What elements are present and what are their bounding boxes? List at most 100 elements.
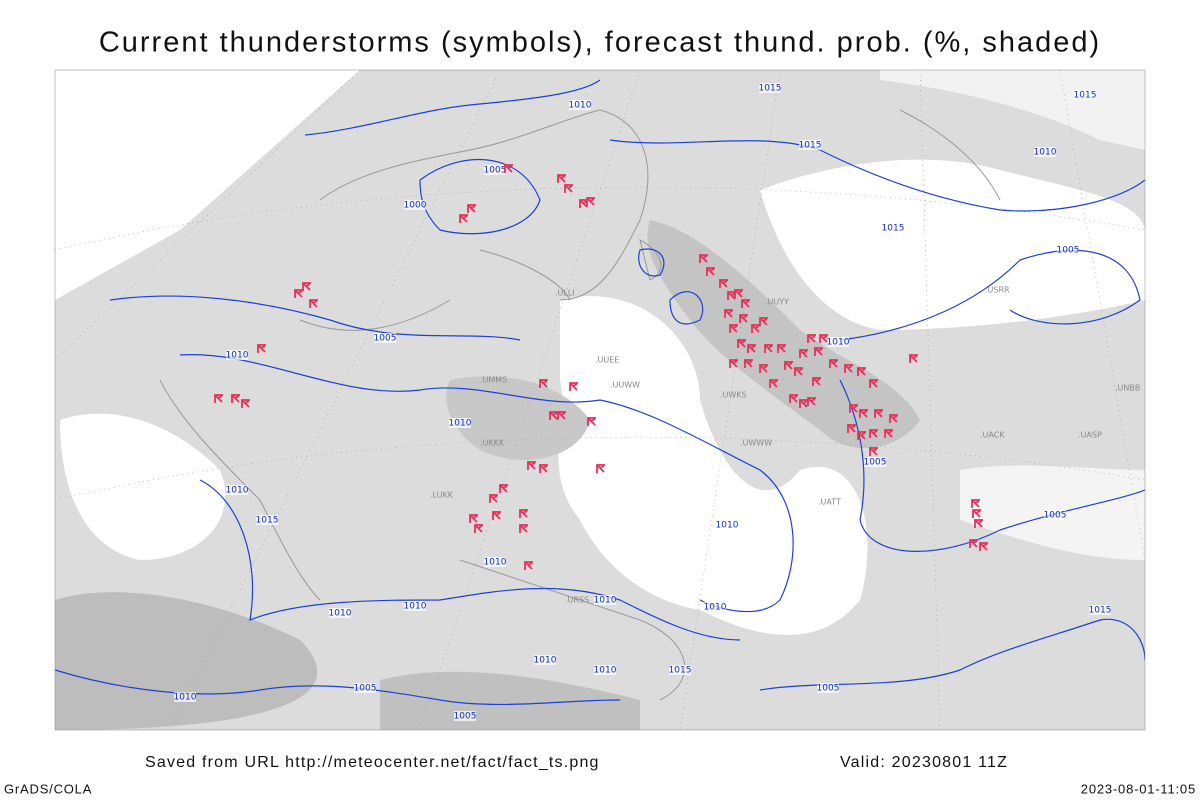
isobar-label-bg <box>882 223 904 233</box>
thunderstorm-symbol <box>489 494 498 503</box>
station-label: .UUYY <box>765 298 789 307</box>
isobar-label-bg <box>226 350 248 360</box>
thunderstorm-symbol <box>729 324 738 333</box>
graticule <box>55 70 1145 730</box>
isobar-label-bg <box>484 165 506 175</box>
station-label: .URSS <box>565 596 589 605</box>
thunderstorm-symbol <box>719 279 728 288</box>
isobar-label-bg <box>1057 245 1079 255</box>
isobar-label-bg <box>454 711 476 721</box>
thunderstorm-symbol <box>492 511 501 520</box>
thunderstorm-symbol <box>467 204 476 213</box>
isobar-label-bg <box>174 692 196 702</box>
thunderstorm-symbol <box>829 359 838 368</box>
station-label: .UUWW <box>610 381 640 390</box>
isobars <box>55 79 1145 706</box>
thunderstorm-symbol <box>812 377 821 386</box>
isobar-label: 1010 <box>329 609 352 619</box>
isobar-label-bg <box>404 200 426 210</box>
coastline <box>639 109 1001 281</box>
isobar-label-bg <box>1074 90 1096 100</box>
isobar <box>304 79 601 136</box>
thunderstorm-symbol <box>734 289 743 298</box>
isobar-label: 1005 <box>817 684 840 694</box>
isobar-label: 1015 <box>759 84 782 94</box>
isobar-label-bg <box>1034 147 1056 157</box>
station-label: .UACK <box>980 431 1005 440</box>
isobar-label: 1010 <box>827 338 850 348</box>
thunderstorm-symbol <box>759 317 768 326</box>
thunderstorm-symbol <box>759 364 768 373</box>
thunderstorm-symbol <box>972 509 981 518</box>
isobar-label: 1010 <box>174 693 197 703</box>
thunderstorm-symbol <box>706 267 715 276</box>
thunderstorm-symbol <box>557 174 566 183</box>
isobar-label: 1005 <box>374 334 397 344</box>
thunderstorm-symbol <box>784 361 793 370</box>
high-probability-area <box>55 592 318 730</box>
thunderstorm-symbol <box>214 394 223 403</box>
thunderstorm-symbol <box>859 409 868 418</box>
low-probability-area <box>760 159 1145 330</box>
thunderstorm-symbol <box>557 411 566 420</box>
isobar-labels: 1010 1015 1015 1005 1000 1015 1010 1015 1005 1010… <box>174 83 1111 722</box>
graticule-line <box>55 70 1145 730</box>
thunderstorm-symbol <box>869 429 878 438</box>
isobar-label: 1010 <box>534 656 557 666</box>
station-label: .UKKK <box>480 439 505 448</box>
thunderstorm-symbol <box>814 347 823 356</box>
isobar-label-bg <box>1089 605 1111 615</box>
station-label: .UNBB <box>1115 384 1140 393</box>
isobar-label-bg <box>569 100 591 110</box>
station-label: .UASP <box>1078 431 1102 440</box>
isobar <box>179 354 794 613</box>
isobar <box>759 618 1145 691</box>
isobar-label: 1005 <box>354 684 377 694</box>
isobar-label-bg <box>374 333 396 343</box>
isobar-label-bg <box>449 418 471 428</box>
isobar-label-bg <box>594 595 616 605</box>
isobar-label: 1015 <box>799 141 822 151</box>
thunderstorm-symbol <box>309 299 318 308</box>
station-label: .USRR <box>985 286 1010 295</box>
isobar-label-bg <box>864 457 886 467</box>
isobar-label-bg <box>799 140 821 150</box>
thunderstorm-symbol <box>302 282 311 291</box>
isobar <box>638 248 704 325</box>
source-url: Saved from URL http://meteocenter.net/fa… <box>145 754 600 771</box>
thunderstorm-symbol <box>474 524 483 533</box>
title: Current thunderstorms (symbols), forecas… <box>99 27 1101 59</box>
isobar <box>839 379 1145 552</box>
thunderstorm-symbol <box>971 499 980 508</box>
station-labels: .UUEE .UUWW .UWKS .UWWW .UACK .UASP .UNBB .ULLI… <box>430 286 1140 605</box>
high-probability-area <box>446 376 590 460</box>
thunderstorm-symbol <box>869 379 878 388</box>
isobar <box>109 295 521 341</box>
isobar-label: 1005 <box>1044 511 1067 521</box>
thunderstorm-symbol <box>539 464 548 473</box>
thunderstorm-symbol <box>231 394 240 403</box>
thunderstorm-symbol <box>777 344 786 353</box>
isobar-label-bg <box>534 655 556 665</box>
thunderstorm-symbol <box>527 461 536 470</box>
station-label: .UMMS <box>480 376 507 385</box>
thunderstorm-symbol <box>979 542 988 551</box>
thunderstorm-symbol <box>969 539 978 548</box>
map-frame <box>54 69 1146 731</box>
thunderstorm-symbol <box>504 164 513 173</box>
low-probability-area <box>60 413 226 560</box>
thunderstorm-symbol <box>459 214 468 223</box>
isobar-label: 1005 <box>864 458 887 468</box>
isobar-label-bg <box>404 601 426 611</box>
isobar <box>839 249 1141 341</box>
isobar-label: 1015 <box>1074 91 1097 101</box>
thunderstorm-symbol <box>909 354 918 363</box>
station-label: .UWWW <box>740 439 772 448</box>
station-label: .UATT <box>818 498 841 507</box>
isobar-label: 1010 <box>1034 148 1057 158</box>
thunderstorm-symbol <box>519 524 528 533</box>
thunderstorm-symbol <box>744 359 753 368</box>
isobar-label-bg <box>1044 510 1066 520</box>
thunderstorm-symbol <box>769 379 778 388</box>
